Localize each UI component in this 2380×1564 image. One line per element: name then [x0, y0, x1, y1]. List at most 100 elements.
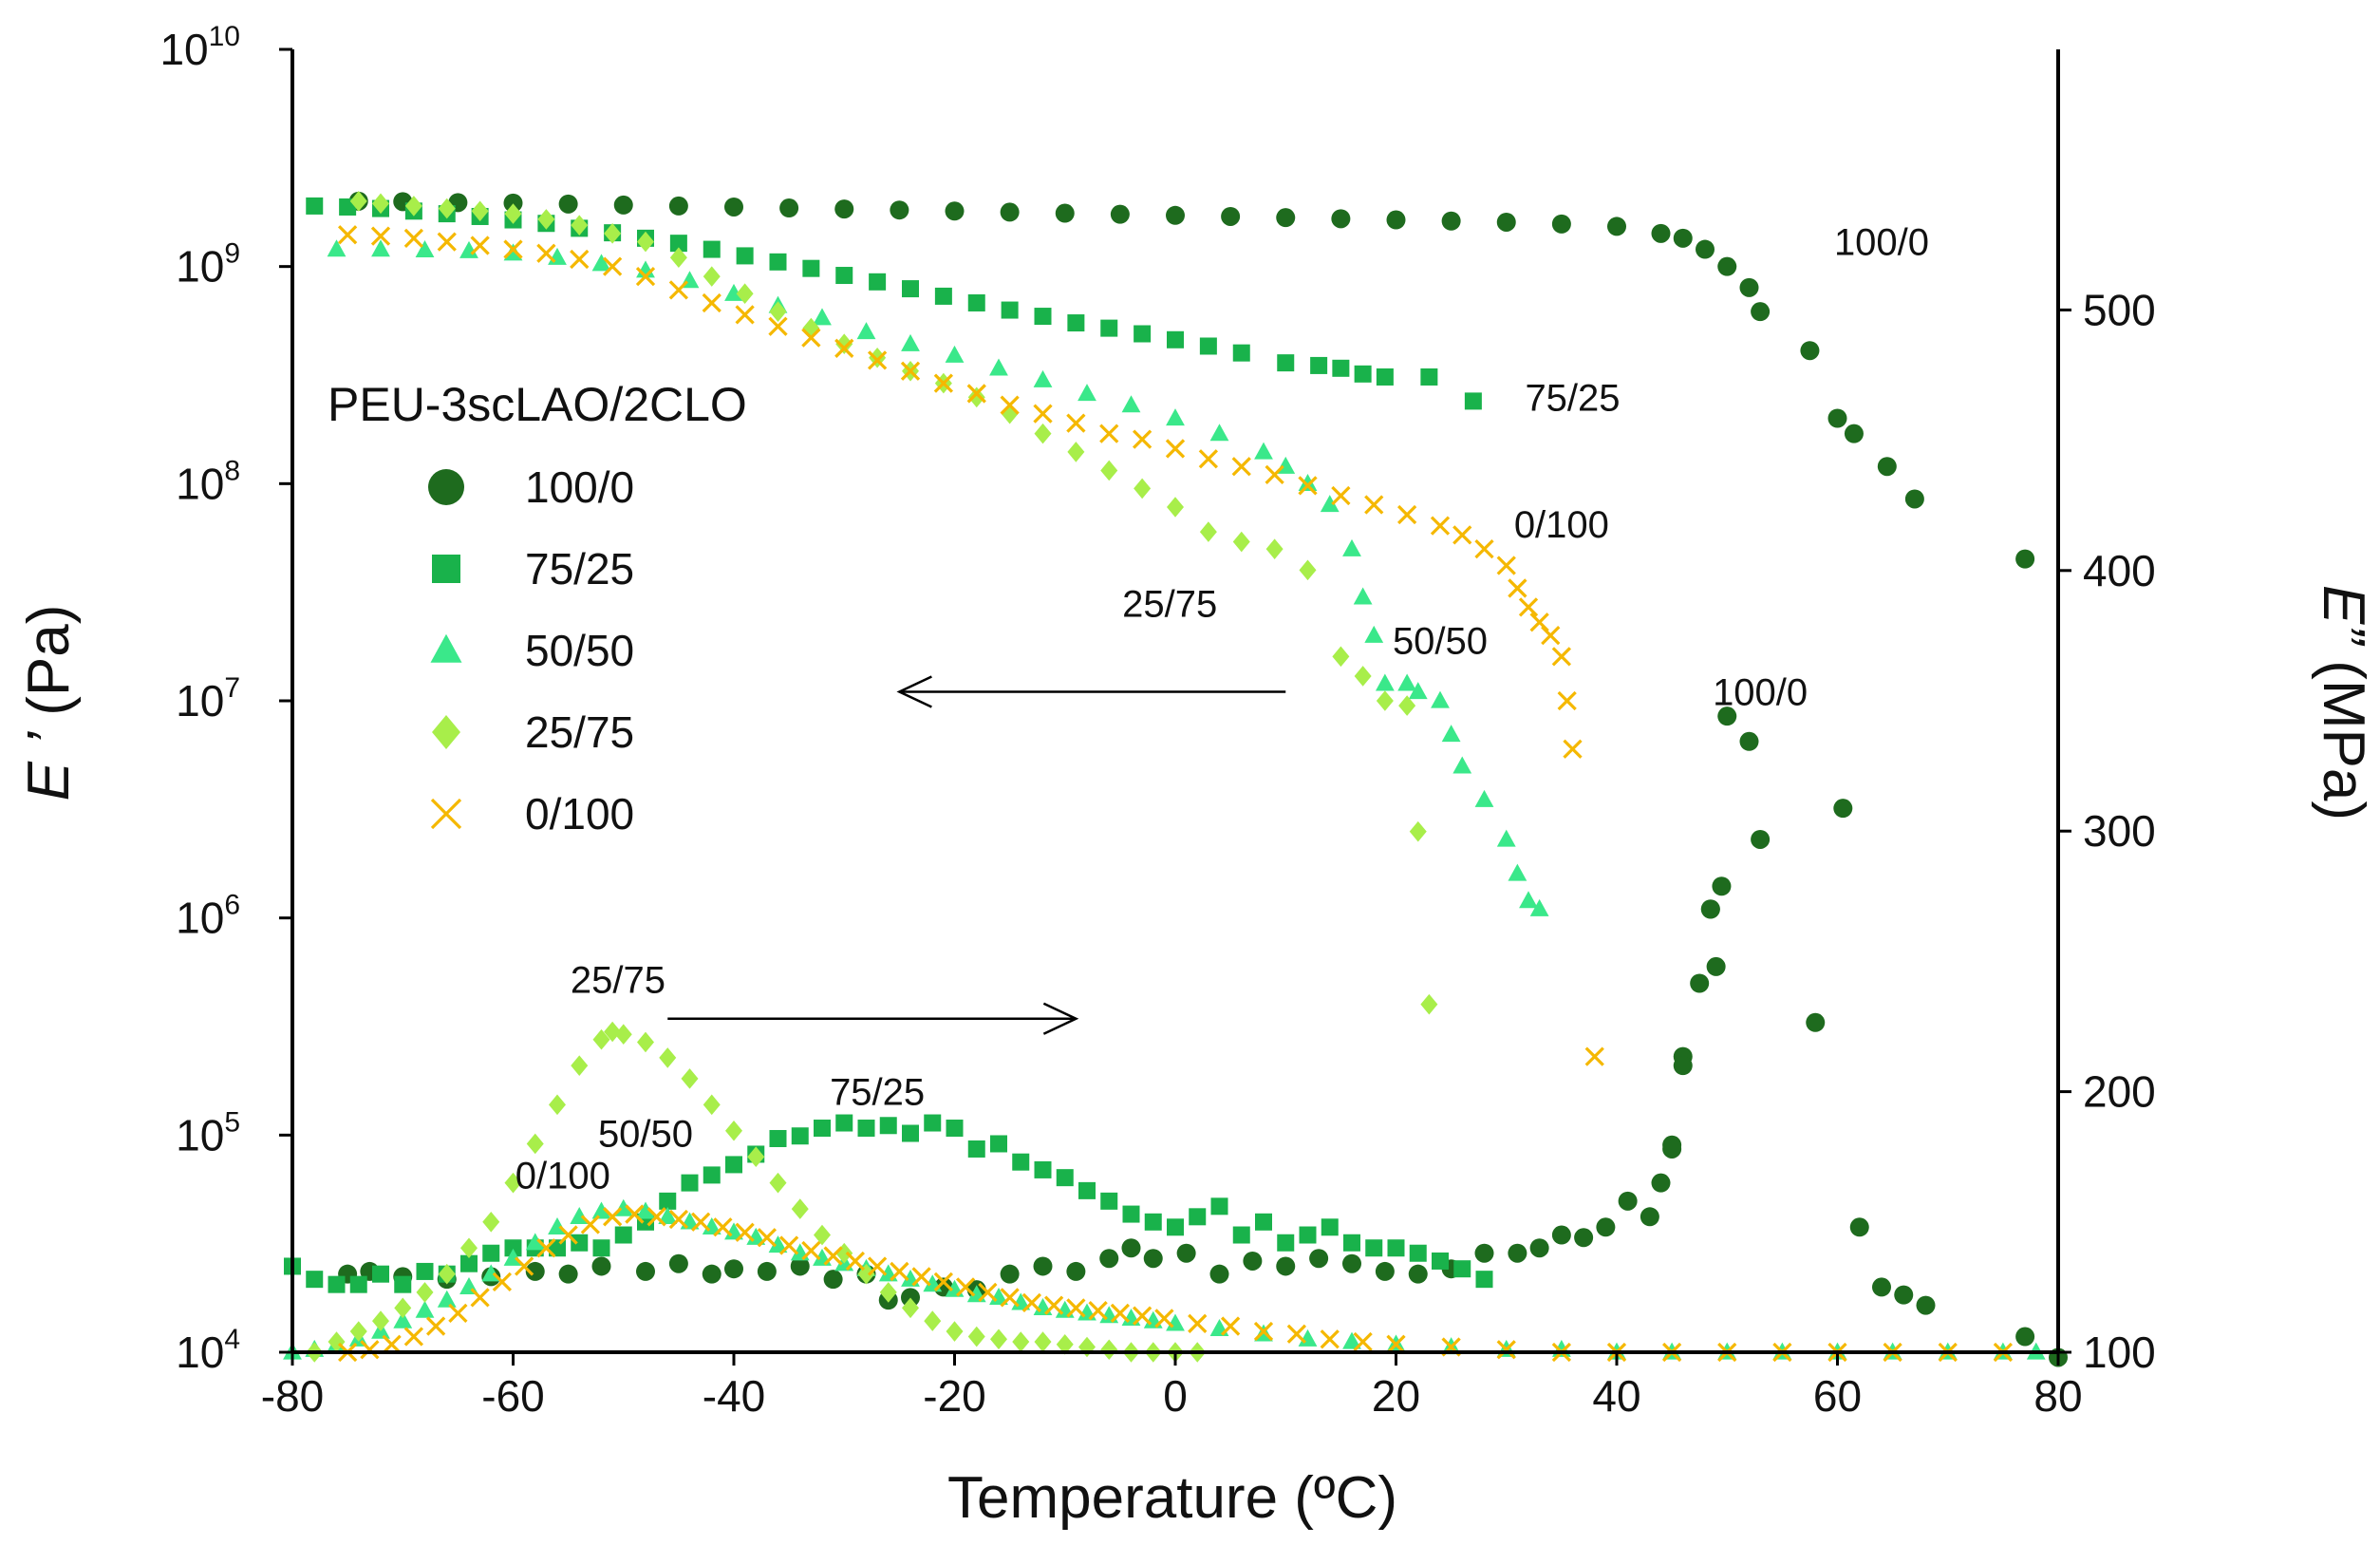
point-storage-75/25-15: [802, 259, 820, 277]
point-storage-100/0-17: [1276, 208, 1296, 228]
point-storage-100/0-20: [1441, 211, 1461, 231]
point-storage-100/0-19: [1386, 210, 1406, 230]
point-storage-0/100-36: [1496, 556, 1516, 575]
point-loss-0/100-33: [1066, 1298, 1086, 1318]
point-loss-25/75-13: [592, 1028, 610, 1050]
point-loss-75/25-13: [571, 1234, 589, 1252]
point-storage-0/100-2: [403, 228, 424, 248]
point-loss-50/50-7: [437, 1290, 457, 1308]
point-loss-75/25-49: [1365, 1239, 1383, 1257]
point-loss-75/25-5: [394, 1275, 412, 1293]
point-storage-75/25-12: [703, 240, 721, 258]
point-storage-100/0-15: [1166, 205, 1185, 225]
point-storage-0/100-31: [1364, 495, 1384, 515]
point-storage-100/0-10: [890, 200, 909, 220]
point-loss-0/100-21: [801, 1240, 821, 1261]
point-storage-100/0-29: [1751, 302, 1771, 322]
point-storage-100/0-21: [1496, 212, 1516, 232]
point-loss-75/25-8: [460, 1254, 478, 1272]
point-loss-25/75-11: [549, 1094, 566, 1116]
point-storage-25/75-6: [537, 209, 555, 230]
point-storage-50/50-13: [901, 333, 920, 351]
point-loss-0/100-3: [403, 1327, 424, 1347]
point-storage-100/0-45: [1833, 799, 1853, 819]
point-loss-75/25-17: [659, 1192, 677, 1210]
y-right-axis-title: E” (MPa): [2311, 585, 2376, 820]
point-loss-0/100-14: [647, 1207, 666, 1227]
point-storage-0/100-37: [1508, 578, 1527, 598]
annotation-loss-0/100: 0/100: [515, 1155, 610, 1197]
annotation-storage-100/0: 100/0: [1834, 222, 1929, 264]
point-loss-100/0-50: [1894, 1285, 1914, 1305]
point-storage-25/75-9: [637, 231, 654, 253]
legend-label-50/50: 50/50: [525, 626, 634, 675]
point-storage-50/50-27: [1364, 625, 1384, 643]
point-storage-0/100-34: [1452, 525, 1472, 545]
point-loss-75/25-25: [835, 1114, 853, 1132]
point-storage-0/100-16: [867, 350, 888, 370]
point-loss-100/0-42: [1640, 1207, 1659, 1227]
point-loss-75/25-4: [372, 1265, 389, 1283]
point-loss-0/100-32: [1043, 1295, 1064, 1315]
y-left-axis-title-prime: ’: [16, 731, 82, 762]
point-loss-100/0-25: [1143, 1249, 1163, 1269]
point-storage-100/0-27: [1717, 256, 1737, 276]
point-storage-100/0-26: [1696, 239, 1715, 259]
point-storage-100/0-33: [1877, 457, 1897, 477]
point-storage-0/100-32: [1396, 504, 1417, 525]
y-left-axis-title-main: E: [16, 761, 82, 801]
point-storage-75/25-16: [835, 267, 853, 285]
point-loss-0/100-23: [845, 1251, 866, 1272]
point-storage-50/50-36: [1508, 863, 1527, 881]
point-storage-0/100-29: [1298, 476, 1318, 496]
point-loss-100/0-48: [1849, 1217, 1869, 1237]
annotation-loss-25/75: 25/75: [571, 960, 665, 1002]
point-storage-25/75-20: [1001, 403, 1019, 424]
annotation-storage-50/50: 50/50: [1393, 620, 1488, 662]
point-loss-0/100-37: [1154, 1309, 1174, 1328]
point-loss-100/0-49: [1872, 1277, 1891, 1297]
point-loss-100/0-37: [1529, 1238, 1549, 1258]
point-loss-25/75-16: [637, 1031, 654, 1053]
point-loss-100/0-6: [558, 1264, 578, 1284]
point-loss-50/50-5: [393, 1310, 413, 1328]
point-loss-0/100-35: [1110, 1303, 1131, 1323]
point-loss-75/25-32: [990, 1135, 1007, 1153]
point-loss-100/0-9: [668, 1253, 688, 1273]
point-storage-0/100-41: [1551, 647, 1572, 667]
point-loss-25/75-18: [681, 1068, 699, 1089]
point-storage-0/100-19: [966, 384, 986, 404]
point-loss-0/100-39: [1220, 1316, 1241, 1336]
point-loss-0/100-6: [470, 1288, 490, 1308]
point-loss-50/50-11: [525, 1233, 545, 1251]
y-left-axis-title-unit: (Pa): [16, 605, 82, 732]
point-storage-50/50-1: [371, 239, 390, 257]
y-right-tick-label: 200: [2083, 1067, 2156, 1117]
point-loss-0/100-42: [1320, 1329, 1340, 1349]
y-right-axis-title-unit: (MPa): [2311, 644, 2376, 820]
point-loss-75/25-34: [1034, 1160, 1052, 1178]
point-storage-25/75-29: [1299, 559, 1317, 581]
point-loss-100/0-30: [1309, 1249, 1329, 1269]
point-storage-75/25-18: [902, 280, 919, 298]
y-left-tick-label: 105: [176, 1106, 240, 1159]
point-storage-75/25-17: [869, 273, 887, 291]
legend-label-0/100: 0/100: [525, 789, 634, 839]
point-loss-75/25-50: [1387, 1239, 1405, 1257]
point-storage-50/50-38: [1529, 898, 1549, 916]
point-storage-100/0-28: [1739, 277, 1759, 297]
chart-text: Temperature (ºC) E ’ (Pa) E” (MPa): [16, 585, 2376, 1531]
point-storage-75/25-33: [1376, 367, 1394, 386]
x-tick-label: -40: [703, 1371, 765, 1421]
point-loss-50/50-6: [415, 1300, 435, 1318]
point-loss-25/75-7: [460, 1237, 478, 1259]
point-loss-0/100-17: [713, 1217, 733, 1237]
point-loss-25/75-21: [747, 1146, 765, 1167]
point-storage-0/100-24: [1132, 429, 1153, 449]
point-storage-100/0-6: [668, 196, 688, 216]
legend-marker-50/50: [430, 633, 462, 663]
point-loss-100/0-47: [1700, 899, 1720, 919]
point-loss-25/75-8: [482, 1212, 500, 1233]
point-storage-25/75-25: [1167, 497, 1184, 518]
